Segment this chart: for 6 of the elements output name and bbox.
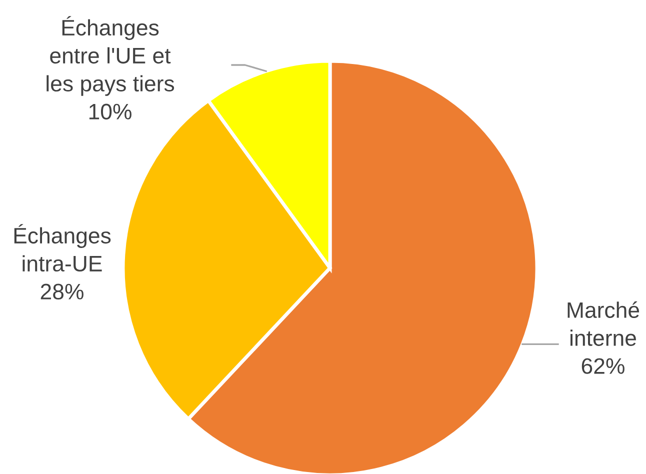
slice-label: Échanges entre l'UE et les pays tiers xyxy=(46,16,174,96)
slice-label: Échanges intra-UE xyxy=(14,224,111,272)
data-label: 10% xyxy=(89,104,132,120)
data-label: 28% xyxy=(40,284,84,300)
slice-label: Marché interne xyxy=(568,301,640,346)
data-label: 62% xyxy=(582,358,624,374)
